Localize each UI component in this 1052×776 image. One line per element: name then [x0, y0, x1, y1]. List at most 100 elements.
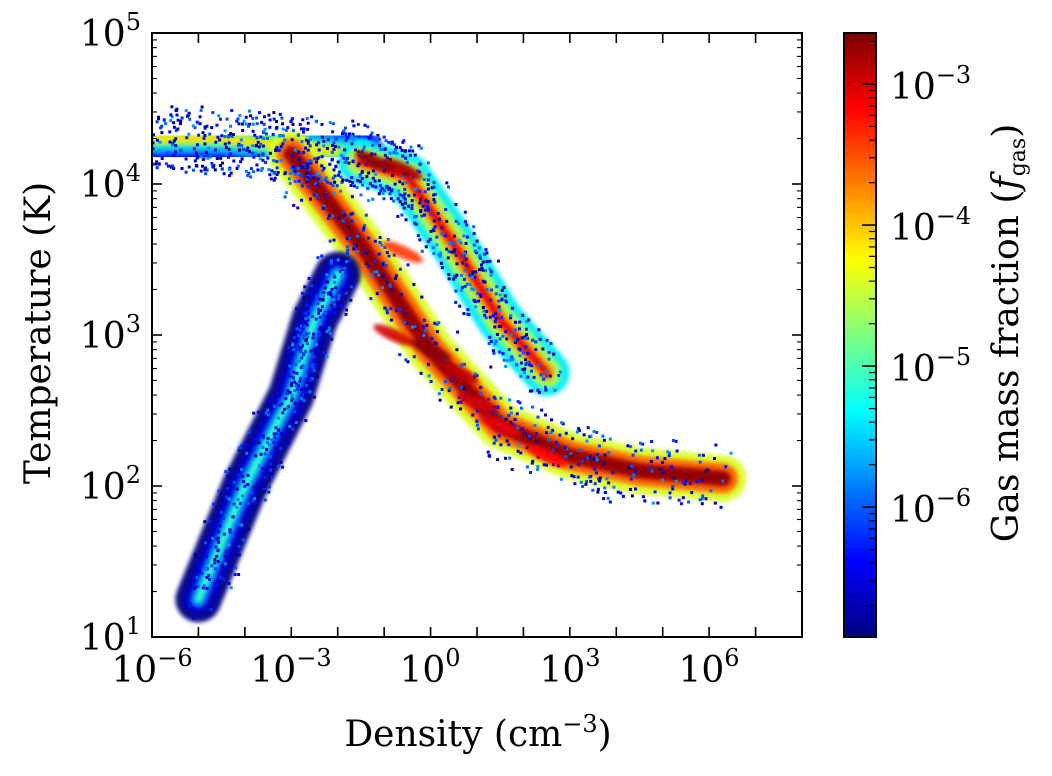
heatmap-cell — [331, 122, 335, 126]
heatmap-cell — [385, 311, 389, 315]
heatmap-cell — [215, 590, 219, 594]
heatmap-cell — [508, 456, 512, 460]
heatmap-cell — [641, 442, 645, 446]
heatmap-cell — [349, 298, 353, 302]
heatmap-cell — [252, 411, 256, 415]
heatmap-cell — [270, 438, 274, 442]
heatmap-cell — [403, 197, 407, 201]
heatmap-cell — [480, 263, 483, 267]
heatmap-cell — [243, 442, 247, 446]
heatmap-cell — [398, 353, 402, 357]
heatmap-cell — [224, 470, 228, 474]
heatmap-cell — [317, 141, 321, 145]
heatmap-cell — [354, 148, 357, 152]
heatmap-cell — [371, 143, 375, 147]
heatmap-cell — [378, 241, 382, 244]
heatmap-cell — [333, 305, 337, 308]
heatmap-cell — [226, 474, 230, 478]
heatmap-cell — [219, 156, 223, 160]
colorbar-frame — [843, 32, 877, 638]
heatmap-cell — [520, 336, 524, 340]
heatmap-cell — [440, 388, 444, 391]
heatmap-cell — [312, 193, 316, 197]
heatmap-cell — [214, 148, 217, 152]
heatmap-cell — [330, 287, 334, 291]
heatmap-cell — [364, 213, 368, 217]
heatmap-cell — [559, 477, 563, 481]
heatmap-cell — [432, 181, 436, 185]
heatmap-cell — [331, 130, 335, 134]
heatmap-cell — [196, 603, 200, 607]
heatmap-cell — [229, 132, 233, 135]
heatmap-cell — [426, 200, 430, 204]
heatmap-cell — [291, 129, 295, 133]
heatmap-cell — [238, 532, 242, 536]
heatmap-cell — [324, 193, 328, 197]
heatmap-cell — [312, 348, 316, 352]
heatmap-cell — [227, 480, 231, 484]
heatmap-cell — [170, 105, 174, 109]
heatmap-cell — [538, 337, 542, 341]
heatmap-cell — [486, 450, 490, 454]
heatmap-cell — [426, 161, 430, 165]
heatmap-cell — [491, 314, 495, 318]
colorbar-tick-label: 10−3 — [890, 61, 971, 108]
heatmap-cell — [375, 135, 379, 139]
heatmap-cell — [251, 122, 255, 126]
heatmap-cell — [346, 136, 350, 140]
heatmap-cell — [205, 555, 209, 558]
heatmap-cell — [489, 340, 493, 343]
heatmap-cell — [455, 262, 459, 266]
heatmap-cell — [481, 306, 485, 309]
heatmap-cell — [155, 160, 159, 164]
heatmap-cell — [315, 364, 318, 368]
heatmap-cell — [595, 458, 599, 462]
heatmap-cell — [331, 184, 335, 188]
heatmap-cell — [314, 347, 318, 351]
heatmap-cell — [585, 439, 589, 443]
heatmap-cell — [180, 116, 184, 120]
heatmap-cell — [544, 369, 548, 373]
heatmap-cell — [459, 241, 463, 245]
heatmap-cell — [223, 129, 227, 133]
heatmap-cell — [237, 573, 241, 576]
heatmap-cell — [290, 372, 294, 376]
heatmap-cell — [497, 434, 501, 438]
heatmap-cell — [316, 197, 320, 201]
heatmap-cell — [343, 161, 347, 164]
heatmap-cell — [403, 192, 407, 196]
heatmap-cell — [611, 471, 615, 475]
heatmap-cell — [275, 120, 278, 123]
heatmap-cell — [339, 189, 343, 193]
heatmap-cell — [274, 438, 278, 442]
heatmap-cell — [339, 269, 342, 273]
heatmap-cell — [463, 210, 467, 214]
heatmap-cell — [439, 251, 443, 255]
heatmap-cell — [298, 411, 302, 415]
heatmap-cell — [378, 184, 382, 188]
heatmap-cell — [332, 303, 336, 307]
heatmap-cell — [325, 314, 329, 318]
heatmap-cell — [511, 357, 515, 361]
heatmap-cell — [228, 530, 232, 534]
heatmap-cell — [333, 275, 337, 279]
heatmap-cell — [146, 139, 149, 142]
heatmap-cell — [322, 166, 326, 170]
heatmap-cell — [244, 115, 248, 119]
heatmap-cell — [227, 147, 231, 151]
heatmap-cell — [255, 503, 258, 507]
heatmap-cell — [219, 164, 222, 167]
heatmap-cell — [407, 204, 410, 208]
heatmap-cell — [496, 458, 500, 462]
heatmap-cell — [426, 362, 430, 366]
heatmap-cell — [295, 327, 299, 331]
heatmap-cell — [184, 157, 188, 161]
heatmap-cell — [314, 317, 318, 321]
heatmap-cell — [221, 517, 225, 521]
heatmap-cell — [350, 142, 354, 146]
heatmap-cell — [419, 371, 423, 375]
heatmap-cell — [462, 234, 466, 238]
heatmap-cell — [221, 161, 224, 165]
heatmap-cell — [521, 313, 525, 317]
